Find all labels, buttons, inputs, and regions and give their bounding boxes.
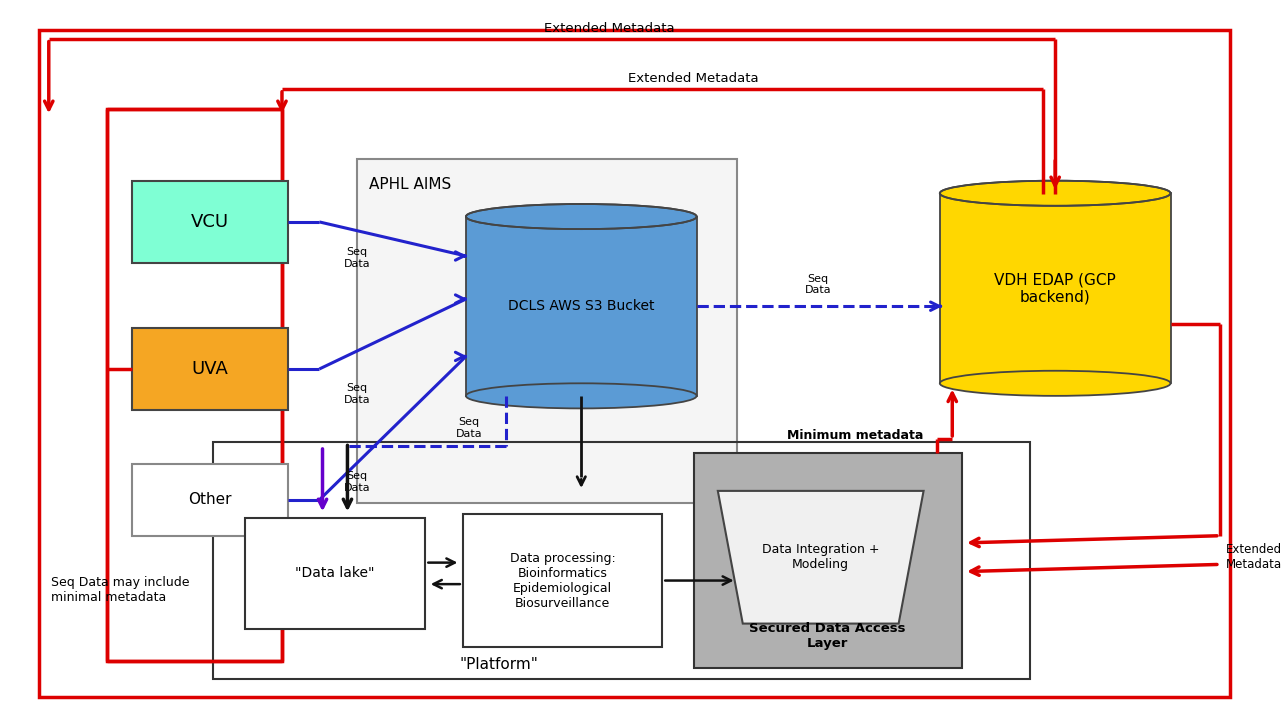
Text: UVA: UVA	[192, 360, 229, 378]
Text: Seq
Data: Seq Data	[805, 274, 832, 295]
Bar	[940, 193, 1171, 383]
Text: Extended Metadata: Extended Metadata	[544, 22, 675, 35]
Text: "Platform": "Platform"	[460, 657, 538, 672]
Bar	[693, 453, 962, 668]
Ellipse shape	[940, 181, 1171, 206]
Text: Extended Metadata: Extended Metadata	[629, 72, 759, 85]
Ellipse shape	[940, 371, 1171, 396]
Text: Extended
Metadata: Extended Metadata	[1226, 543, 1282, 571]
Bar	[466, 217, 697, 396]
Text: Seq
Data: Seq Data	[344, 247, 370, 269]
Bar	[133, 328, 289, 410]
Polygon shape	[717, 491, 923, 624]
Text: Data processing:
Bioinformatics
Epidemiological
Biosurveillance: Data processing: Bioinformatics Epidemio…	[510, 552, 616, 610]
Ellipse shape	[466, 383, 697, 408]
Text: VCU: VCU	[191, 213, 229, 231]
Text: Seq
Data: Seq Data	[456, 418, 482, 439]
Text: Seq Data may include
minimal metadata: Seq Data may include minimal metadata	[52, 575, 189, 603]
Ellipse shape	[466, 204, 697, 229]
Bar	[133, 181, 289, 264]
Text: Secured Data Access
Layer: Secured Data Access Layer	[750, 623, 905, 650]
Text: Seq
Data: Seq Data	[344, 471, 370, 492]
Text: Seq
Data: Seq Data	[344, 383, 370, 405]
Text: APHL AIMS: APHL AIMS	[370, 177, 452, 192]
Text: Data Integration +
Modeling: Data Integration + Modeling	[762, 543, 880, 571]
Text: Minimum metadata: Minimum metadata	[787, 429, 923, 442]
Bar	[462, 514, 662, 647]
Text: Other: Other	[188, 492, 232, 508]
Bar	[133, 464, 289, 536]
Bar	[214, 443, 1030, 679]
Text: "Data lake": "Data lake"	[295, 567, 375, 580]
Text: DCLS AWS S3 Bucket: DCLS AWS S3 Bucket	[507, 300, 654, 313]
Bar	[357, 159, 737, 503]
Bar	[245, 518, 425, 629]
Bar	[107, 109, 282, 661]
Text: VDH EDAP (GCP
backend): VDH EDAP (GCP backend)	[994, 272, 1115, 305]
